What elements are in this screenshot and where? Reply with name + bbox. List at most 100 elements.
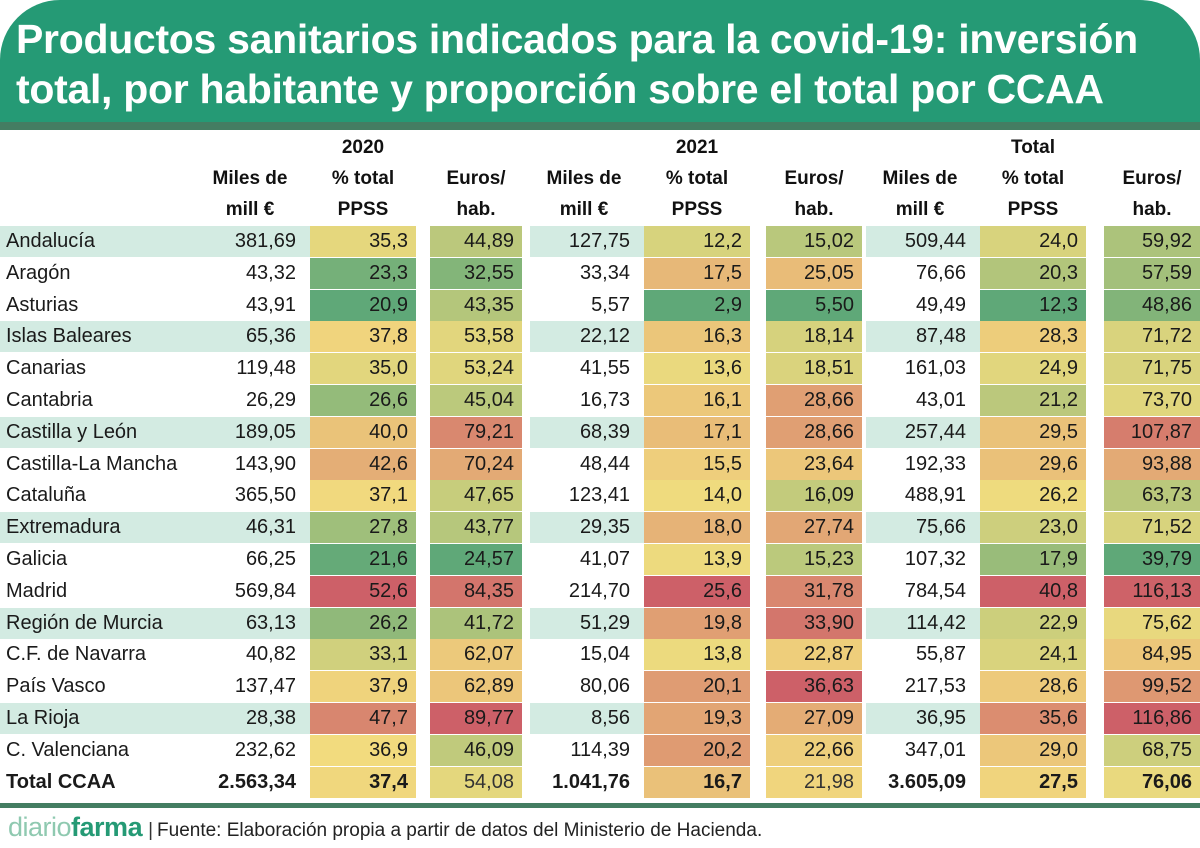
heat-cell: 37,8: [310, 321, 416, 353]
region-name: Aragón: [6, 261, 71, 284]
heat-cell: 59,92: [1104, 226, 1200, 257]
table-row: Galicia 66,25 21,6 24,57 41,07 13,9 15,23 107,3…: [0, 544, 1200, 576]
column-header: PPSS: [671, 199, 723, 220]
heat-cell: 22,9: [980, 607, 1086, 639]
heat-cell: 71,72: [1104, 321, 1200, 353]
heat-cell: 32,55: [430, 257, 522, 289]
heat-cell: 62,89: [430, 671, 522, 703]
heat-cell: 23,3: [310, 257, 416, 289]
heat-cell: 107,87: [1104, 416, 1200, 448]
value-cell: 29,35: [579, 516, 630, 539]
heat-cell: 73,70: [1104, 385, 1200, 416]
row-band: [0, 226, 310, 257]
heat-cell: 24,9: [980, 353, 1086, 385]
column-header: % total: [1001, 168, 1065, 189]
region-name: Castilla y León: [6, 420, 138, 443]
heat-cell: 84,95: [1104, 639, 1200, 671]
value-cell: 123,41: [568, 484, 630, 507]
value-cell: 46,31: [245, 516, 296, 539]
heat-cell: 27,8: [310, 512, 416, 544]
column-header: PPSS: [1007, 199, 1059, 220]
region-name: Extremadura: [6, 516, 121, 539]
heat-cell: 33,1: [310, 639, 416, 671]
region-name: Castilla-La Mancha: [6, 452, 178, 475]
heat-cell: 28,6: [980, 671, 1086, 703]
heat-cell: 37,9: [310, 671, 416, 703]
heat-cell: 20,1: [644, 671, 750, 703]
heat-cell: 43,77: [430, 512, 522, 544]
value-cell: 5,57: [591, 293, 630, 316]
table-row: C. Valenciana 232,62 36,9 46,09 114,39 20,2 22…: [0, 734, 1200, 767]
value-cell: 114,39: [570, 738, 630, 761]
value-cell: 214,70: [568, 579, 630, 602]
heat-cell: 14,0: [644, 480, 750, 512]
row-band: [530, 607, 644, 639]
heat-cell: 37,1: [310, 480, 416, 512]
value-cell: 232,62: [234, 738, 296, 761]
heat-cell: 25,6: [644, 575, 750, 607]
column-header: Miles de: [882, 168, 958, 189]
heat-cell: 47,7: [310, 703, 416, 734]
region-name: Región de Murcia: [6, 611, 163, 634]
heat-cell: 48,86: [1104, 289, 1200, 321]
heat-cell: 36,9: [310, 734, 416, 766]
heat-cell: 116,86: [1104, 703, 1200, 734]
title-banner: Productos sanitarios indicados para la c…: [0, 0, 1200, 122]
heat-cell: 75,62: [1104, 607, 1200, 639]
value-cell: 68,39: [579, 420, 630, 443]
heat-cell: 23,0: [980, 512, 1086, 544]
heat-cell: 13,8: [644, 639, 750, 671]
footer-separator: |: [148, 820, 154, 841]
source-note: Fuente: Elaboración propia a partir de d…: [157, 820, 763, 841]
heat-cell: 41,72: [430, 607, 522, 639]
row-band: [530, 226, 644, 257]
heat-cell: 5,50: [766, 289, 862, 321]
heat-cell: 68,75: [1104, 734, 1200, 766]
heat-cell: 99,52: [1104, 671, 1200, 703]
value-cell: 127,75: [568, 230, 630, 252]
value-cell: 80,06: [579, 675, 630, 698]
value-cell: 217,53: [904, 675, 966, 698]
table-row: C.F. de Navarra 40,82 33,1 62,07 15,04 13,8 22…: [0, 639, 1200, 671]
table-row: Región de Murcia 63,13 26,2 41,72 51,29 19,8 3…: [0, 607, 1200, 640]
heat-cell: 57,59: [1104, 257, 1200, 289]
heat-cell: 18,14: [766, 321, 862, 353]
footer: diariofarma | Fuente: Elaboración propia a…: [8, 810, 762, 848]
column-header: Euros/: [446, 168, 506, 189]
footer-divider: [0, 803, 1200, 808]
value-cell: 48,44: [579, 452, 630, 475]
region-name: Madrid: [6, 579, 68, 602]
row-band: [0, 607, 310, 639]
heat-cell: 29,5: [980, 416, 1086, 448]
table-row: Canarias 119,48 35,0 53,24 41,55 13,6 18,51 161…: [0, 353, 1200, 385]
value-cell: 365,50: [234, 484, 296, 507]
region-name: Total CCAA: [6, 770, 116, 793]
table-row: Castilla y León 189,05 40,0 79,21 68,39 17,1 2…: [0, 416, 1200, 449]
region-name: Cataluña: [6, 484, 87, 507]
heat-cell: 42,6: [310, 448, 416, 480]
heat-cell: 89,77: [430, 703, 522, 734]
heat-cell: 23,64: [766, 448, 862, 480]
heat-cell: 35,3: [310, 226, 416, 257]
value-cell: 1.041,76: [552, 770, 630, 793]
heat-cell: 13,9: [644, 544, 750, 575]
title-line-1: Productos sanitarios indicados para la c…: [16, 16, 1138, 62]
column-header: mill €: [559, 199, 609, 220]
value-cell: 488,91: [904, 484, 966, 507]
heat-cell: 29,6: [980, 448, 1086, 480]
heat-cell: 40,8: [980, 575, 1086, 607]
value-cell: 192,33: [904, 452, 966, 475]
heat-cell: 17,1: [644, 416, 750, 448]
heat-cell: 15,02: [766, 226, 862, 257]
value-cell: 137,47: [234, 675, 296, 698]
row-band: [0, 416, 310, 448]
heat-cell: 27,5: [980, 766, 1086, 798]
logo-diario: diario: [8, 812, 72, 842]
region-name: C.F. de Navarra: [6, 643, 147, 666]
heat-cell: 54,08: [430, 766, 522, 798]
heat-cell: 21,2: [980, 385, 1086, 416]
value-cell: 15,04: [579, 643, 630, 666]
value-cell: 76,66: [915, 261, 966, 284]
heat-cell: 15,23: [766, 544, 862, 575]
heat-cell: 21,98: [766, 766, 862, 798]
